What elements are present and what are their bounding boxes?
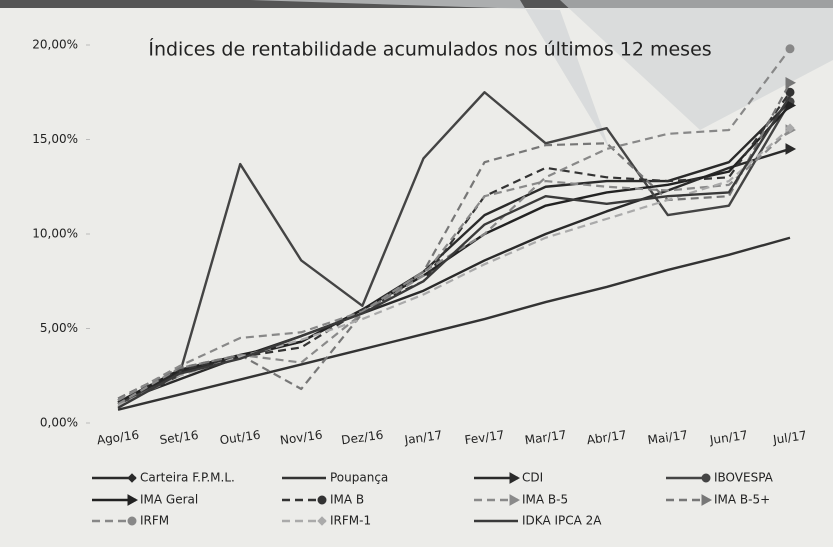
x-tick-label: Jul/17	[771, 428, 807, 447]
x-tick-label: Mar/17	[524, 428, 567, 448]
legend-label: IRFM	[140, 514, 169, 528]
series-end-marker	[785, 76, 797, 89]
x-tick-label: Out/16	[219, 428, 262, 448]
series-line	[117, 127, 791, 407]
y-tick-label: 10,00%	[32, 227, 78, 241]
legend-label: IMA B	[330, 493, 364, 507]
legend-marker	[509, 494, 521, 506]
series-line	[117, 95, 792, 409]
x-tick-label: Jun/17	[708, 428, 749, 447]
x-tick-label: Mai/17	[647, 428, 689, 447]
series-line	[117, 236, 791, 411]
series-end-marker	[785, 44, 795, 54]
x-tick-label: Abr/17	[586, 428, 628, 447]
legend-marker	[127, 473, 137, 483]
legend-label: IBOVESPA	[714, 471, 774, 485]
y-tick-label: 20,00%	[32, 38, 78, 52]
legend-label: Carteira F.P.M.L.	[140, 471, 235, 485]
legend-marker	[127, 516, 137, 526]
legend-label: CDI	[522, 471, 543, 485]
legend-label: IDKA IPCA 2A	[522, 514, 602, 528]
y-tick-label: 5,00%	[40, 321, 78, 335]
watermark-shape	[560, 0, 833, 130]
legend-marker	[317, 516, 327, 526]
y-tick-label: 15,00%	[32, 132, 78, 146]
x-tick-label: Jan/17	[403, 428, 443, 447]
legend-label: IMA B-5+	[714, 493, 770, 507]
chart-title: Índices de rentabilidade acumulados nos …	[148, 38, 711, 61]
legend-label: IRFM-1	[330, 514, 371, 528]
legend-label: Poupança	[330, 471, 388, 485]
x-tick-label: Fev/17	[464, 428, 506, 447]
series-end-marker	[785, 99, 797, 112]
legend-label: IMA Geral	[140, 493, 198, 507]
legend-marker	[701, 473, 711, 483]
series-line	[117, 91, 792, 406]
series-end-marker	[785, 143, 797, 155]
x-tick-label: Ago/16	[96, 428, 140, 448]
x-tick-label: Nov/16	[279, 428, 323, 448]
legend-marker	[701, 494, 713, 506]
series-line	[117, 82, 791, 400]
x-tick-label: Dez/16	[340, 428, 384, 448]
x-tick-label: Set/16	[159, 428, 200, 447]
legend-label: IMA B-5	[522, 493, 568, 507]
y-tick-label: 0,00%	[40, 416, 78, 430]
legend-marker	[127, 494, 139, 506]
legend-marker	[317, 495, 327, 505]
series-end-marker	[785, 123, 795, 133]
legend-marker	[509, 472, 521, 484]
